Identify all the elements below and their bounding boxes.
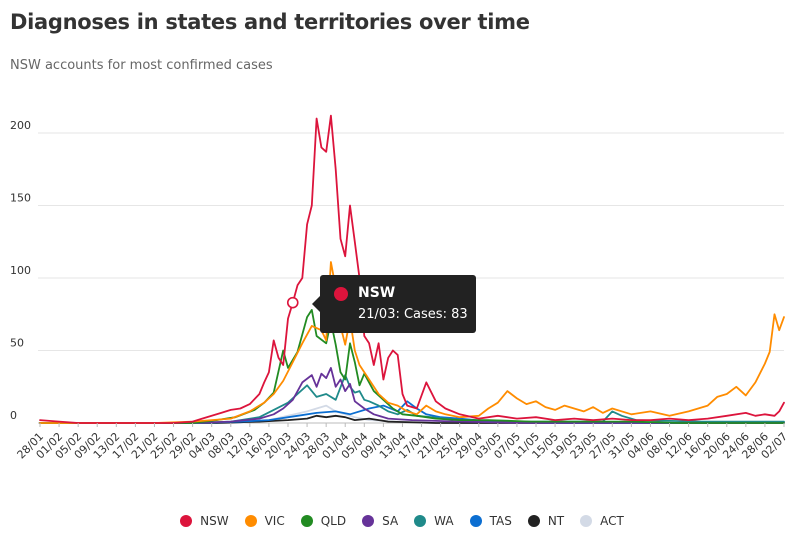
legend-item-wa[interactable]: WA (414, 514, 454, 528)
legend-swatch (244, 514, 257, 527)
tooltip-value: 83 (451, 307, 468, 322)
chart-title: Diagnoses in states and territories over… (10, 10, 530, 34)
legend-label: QLD (320, 514, 347, 528)
legend-label: TAS (489, 514, 512, 528)
legend-swatch (527, 514, 540, 527)
y-axis-ticks: 0 50 100 150 200 (10, 119, 31, 422)
legend-item-sa[interactable]: SA (362, 514, 398, 528)
series-line-sa[interactable] (39, 366, 785, 424)
legend-item-nt[interactable]: NT (527, 514, 565, 528)
tooltip-series-swatch (334, 287, 348, 301)
y-tick-label: 0 (10, 409, 17, 422)
legend-swatch (362, 514, 375, 527)
legend-label: NT (547, 514, 565, 528)
legend-label: WA (434, 514, 454, 528)
legend-swatch (469, 514, 482, 527)
y-tick-label: 150 (10, 192, 31, 205)
tooltip-label: Cases (403, 307, 443, 322)
chart-legend: NSW VIC QLD SA WA TAS NT ACT (0, 514, 804, 528)
series-line-vic[interactable] (39, 261, 785, 424)
chart-tooltip: NSW 21/03: Cases: 83 (312, 275, 476, 333)
series-line-tas[interactable] (39, 400, 785, 424)
series-lines[interactable] (39, 114, 785, 424)
legend-label: VIC (264, 514, 285, 528)
y-tick-label: 200 (10, 119, 31, 132)
legend-swatch (300, 514, 313, 527)
x-axis-ticks: 28/0101/0205/0209/0213/0217/0221/0225/02… (15, 423, 790, 462)
legend-label: ACT (600, 514, 624, 528)
legend-item-act[interactable]: ACT (580, 514, 624, 528)
y-tick-label: 50 (10, 337, 24, 350)
tooltip-date: 21/03 (358, 307, 396, 322)
y-tick-label: 100 (10, 264, 31, 277)
tooltip-pointer (312, 296, 320, 312)
tooltip-value-line: 21/03: Cases: 83 (358, 307, 468, 322)
tooltip-series-name: NSW (358, 285, 396, 301)
legend-label: NSW (200, 514, 229, 528)
legend-swatch (180, 514, 193, 527)
chart-subtitle: NSW accounts for most confirmed cases (10, 58, 273, 73)
legend-item-qld[interactable]: QLD (300, 514, 347, 528)
legend-swatch (414, 514, 427, 527)
legend-item-nsw[interactable]: NSW (180, 514, 229, 528)
series-line-qld[interactable] (39, 308, 785, 424)
legend-item-tas[interactable]: TAS (469, 514, 512, 528)
legend-swatch (580, 514, 593, 527)
hover-point-marker (286, 296, 299, 309)
series-line-nt[interactable] (39, 414, 785, 424)
series-line-nsw[interactable] (39, 114, 785, 424)
legend-item-vic[interactable]: VIC (244, 514, 285, 528)
legend-label: SA (382, 514, 399, 528)
